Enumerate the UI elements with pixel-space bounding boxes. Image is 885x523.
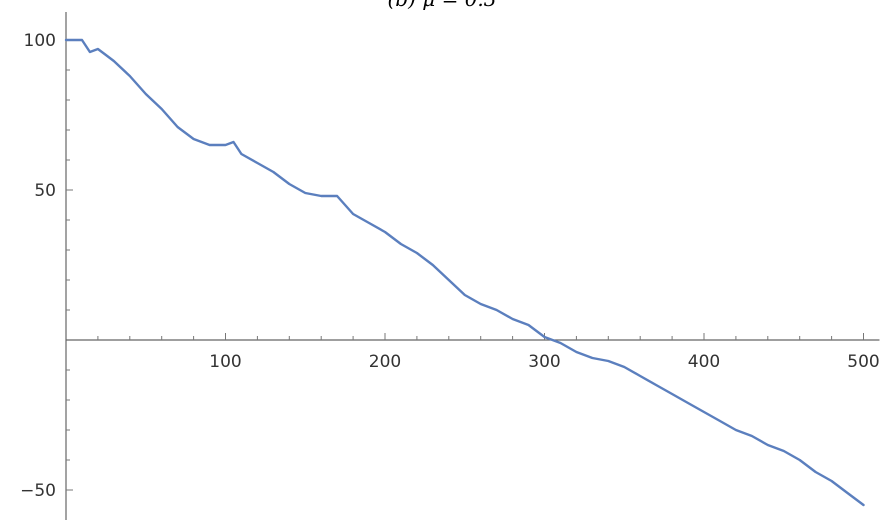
x-tick-label: 100 [209,352,241,372]
x-tick-label: 400 [688,352,720,372]
x-tick-label: 200 [369,352,401,372]
x-tick-label: 500 [847,352,879,372]
chart-series-layer [64,38,865,507]
y-tick-label: 50 [34,181,56,201]
chart-ticks [66,39,864,491]
series-line [64,38,865,507]
chart-tick-labels: 100 200 300 400 500 100 50 −50 [20,31,880,501]
chart-axes [65,12,880,520]
chart-caption: (b) μ = 0.3 [387,0,496,11]
y-tick-label: −50 [20,481,56,501]
y-tick-label: 100 [24,31,56,51]
x-tick-label: 300 [528,352,560,372]
